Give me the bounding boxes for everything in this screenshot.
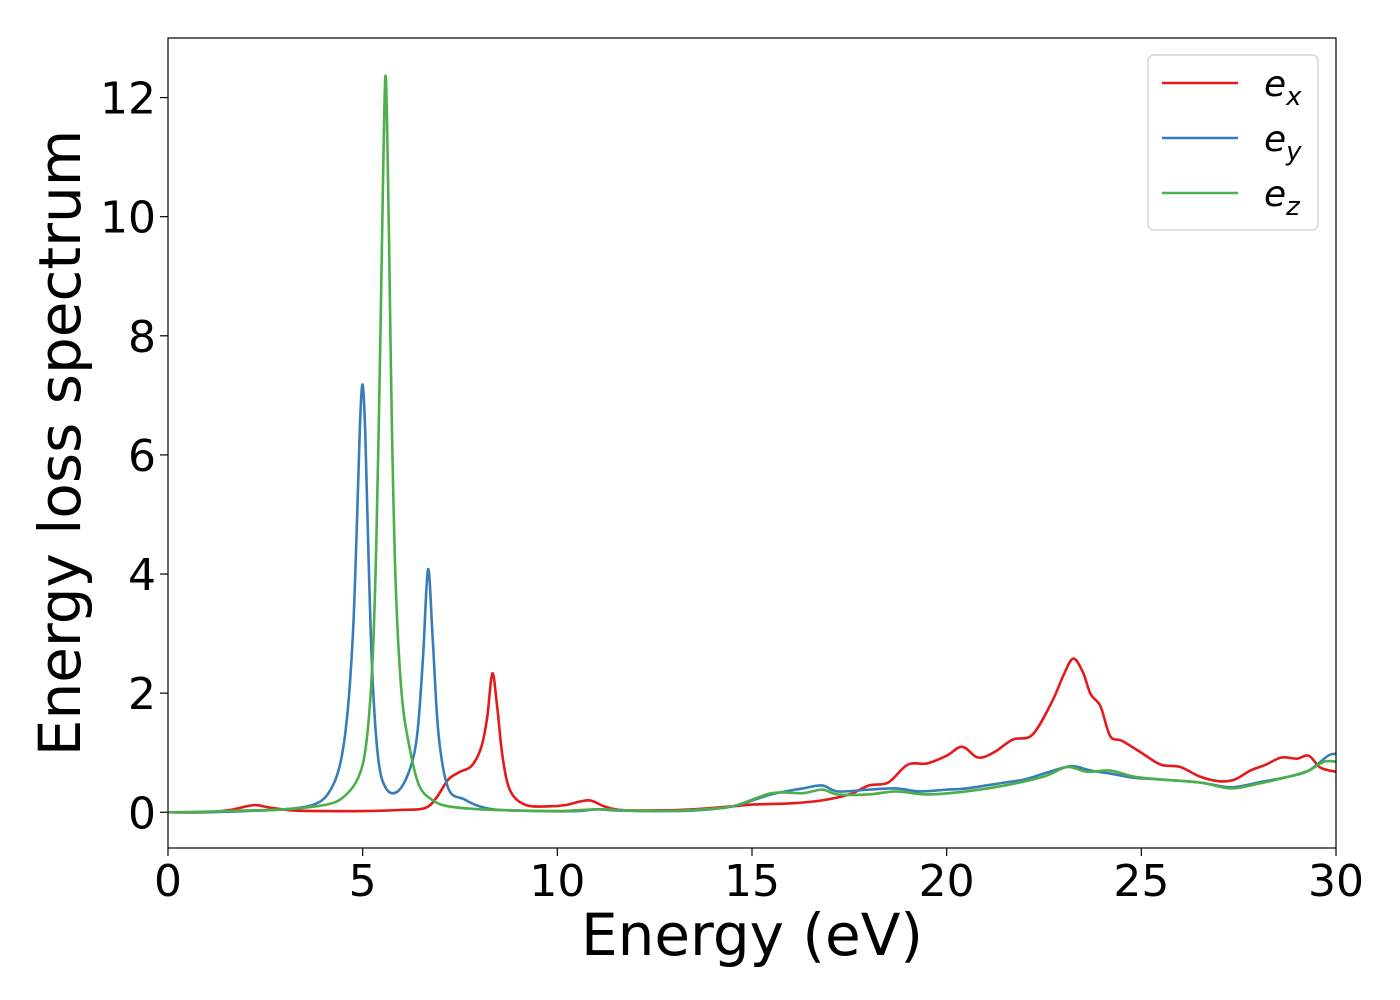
- series-line-ey: [168, 383, 1336, 814]
- x-axis-label: Energy (eV): [581, 901, 923, 969]
- y-tick-label: 8: [128, 312, 156, 363]
- legend-label-subscript: y: [1285, 137, 1302, 167]
- x-tick-label: 20: [919, 856, 975, 907]
- y-tick-label: 12: [100, 74, 156, 125]
- x-tick-label: 5: [349, 856, 377, 907]
- legend-label-subscript: z: [1285, 192, 1301, 222]
- y-tick-label: 4: [128, 550, 156, 601]
- x-axis-ticks: 0 5 10 15 20 25 30: [154, 848, 1364, 907]
- legend-box: [1147, 54, 1319, 231]
- series-lines: [168, 74, 1336, 814]
- x-tick-label: 25: [1113, 856, 1169, 907]
- legend-label-base: e: [1264, 119, 1286, 160]
- legend-label-subscript: x: [1285, 82, 1302, 112]
- legend-label-base: e: [1264, 64, 1286, 105]
- plot-area-frame: [167, 37, 1337, 849]
- y-tick-label: 0: [128, 788, 156, 839]
- legend-label-ex: ex: [1264, 64, 1302, 112]
- series-line-ez: [168, 74, 1336, 814]
- x-tick-label: 0: [154, 856, 182, 907]
- y-axis-ticks: 0 2 4 6 8 10 12: [100, 74, 168, 839]
- legend-label-ez: ez: [1264, 174, 1301, 222]
- legend-label-ey: ey: [1264, 119, 1302, 167]
- series-line-ex: [168, 657, 1336, 814]
- y-tick-label: 2: [128, 669, 156, 720]
- legend-label-base: e: [1264, 174, 1286, 215]
- x-tick-label: 10: [529, 856, 585, 907]
- y-tick-label: 6: [128, 431, 156, 482]
- y-tick-label: 10: [100, 193, 156, 244]
- x-tick-label: 15: [724, 856, 780, 907]
- y-axis-label: Energy loss spectrum: [26, 130, 94, 756]
- x-tick-label: 30: [1308, 856, 1364, 907]
